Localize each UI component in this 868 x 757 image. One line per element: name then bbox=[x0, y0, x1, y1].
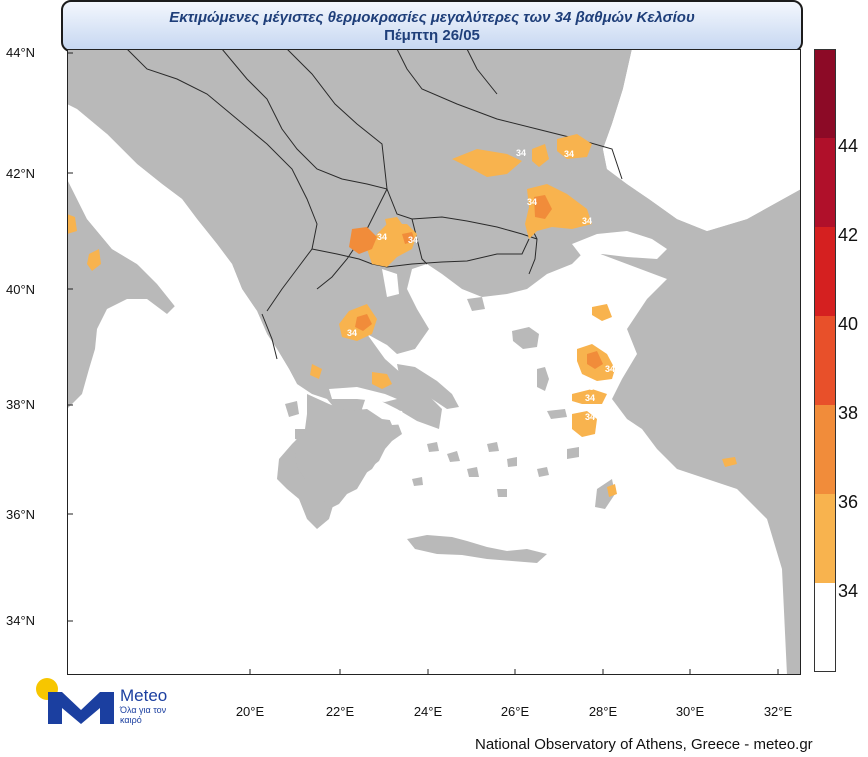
contour-label: 34 bbox=[585, 412, 595, 422]
contour-labels: 34 34 34 34 34 34 34 34 34 34 34 bbox=[347, 148, 615, 422]
map-ticks bbox=[67, 52, 779, 675]
contour-label: 34 bbox=[527, 197, 537, 207]
map-title-box: Εκτιμώμενες μέγιστες θερμοκρασίες μεγαλύ… bbox=[61, 0, 803, 52]
temperature-map: 34 34 34 34 34 34 34 34 34 34 34 bbox=[67, 49, 801, 675]
contour-label: 34 bbox=[516, 148, 526, 158]
map-canvas: 34 34 34 34 34 34 34 34 34 34 34 bbox=[67, 49, 801, 675]
colorbar-band bbox=[815, 50, 835, 138]
map-date: Πέμπτη 26/05 bbox=[384, 27, 480, 44]
logo-tagline: Όλα για τον καιρό bbox=[120, 705, 167, 725]
colorbar bbox=[814, 49, 836, 672]
lat-label: 44°N bbox=[6, 45, 36, 60]
credit-line: National Observatory of Athens, Greece -… bbox=[475, 736, 813, 753]
contour-label: 34 bbox=[585, 393, 595, 403]
logo-wordmark: Meteo bbox=[120, 686, 168, 705]
colorbar-tick: 40 bbox=[838, 314, 859, 334]
colorbar-band bbox=[815, 583, 835, 671]
colorbar-band bbox=[815, 138, 835, 227]
lon-label: 20°E bbox=[235, 704, 265, 719]
lon-label: 28°E bbox=[588, 704, 618, 719]
lat-label: 38°N bbox=[6, 397, 36, 412]
lon-label: 30°E bbox=[675, 704, 705, 719]
contour-label: 34 bbox=[377, 232, 387, 242]
colorbar-tick: 38 bbox=[838, 403, 859, 423]
contour-label: 34 bbox=[564, 149, 574, 159]
colorbar-band bbox=[815, 316, 835, 405]
contour-label: 34 bbox=[589, 382, 599, 392]
meteo-logo: Meteo Όλα για τον καιρό bbox=[36, 676, 186, 728]
contour-label: 34 bbox=[582, 216, 592, 226]
lon-label: 22°E bbox=[325, 704, 355, 719]
lon-label: 24°E bbox=[413, 704, 443, 719]
map-title: Εκτιμώμενες μέγιστες θερμοκρασίες μεγαλύ… bbox=[169, 9, 695, 26]
colorbar-tick: 44 bbox=[838, 136, 859, 156]
colorbar-tick: 36 bbox=[838, 492, 859, 512]
lat-label: 36°N bbox=[6, 507, 36, 522]
meteo-m-icon bbox=[48, 692, 114, 724]
colorbar-tick: 34 bbox=[838, 581, 859, 601]
map-frame bbox=[67, 49, 801, 675]
colorbar-band bbox=[815, 405, 835, 494]
lon-label: 26°E bbox=[500, 704, 530, 719]
contour-label: 34 bbox=[605, 364, 615, 374]
lon-label: 32°E bbox=[763, 704, 793, 719]
borders-layer bbox=[126, 49, 623, 360]
temp-36-38-layer bbox=[349, 195, 603, 369]
contour-label: 34 bbox=[347, 328, 357, 338]
land-layer bbox=[67, 49, 801, 675]
colorbar-band bbox=[815, 494, 835, 583]
colorbar-band bbox=[815, 227, 835, 316]
lat-label: 34°N bbox=[6, 613, 36, 628]
colorbar-tick: 42 bbox=[838, 225, 859, 245]
contour-label: 34 bbox=[408, 235, 418, 245]
lat-label: 40°N bbox=[6, 282, 36, 297]
sea-layer bbox=[67, 49, 801, 425]
lat-label: 42°N bbox=[6, 166, 36, 181]
